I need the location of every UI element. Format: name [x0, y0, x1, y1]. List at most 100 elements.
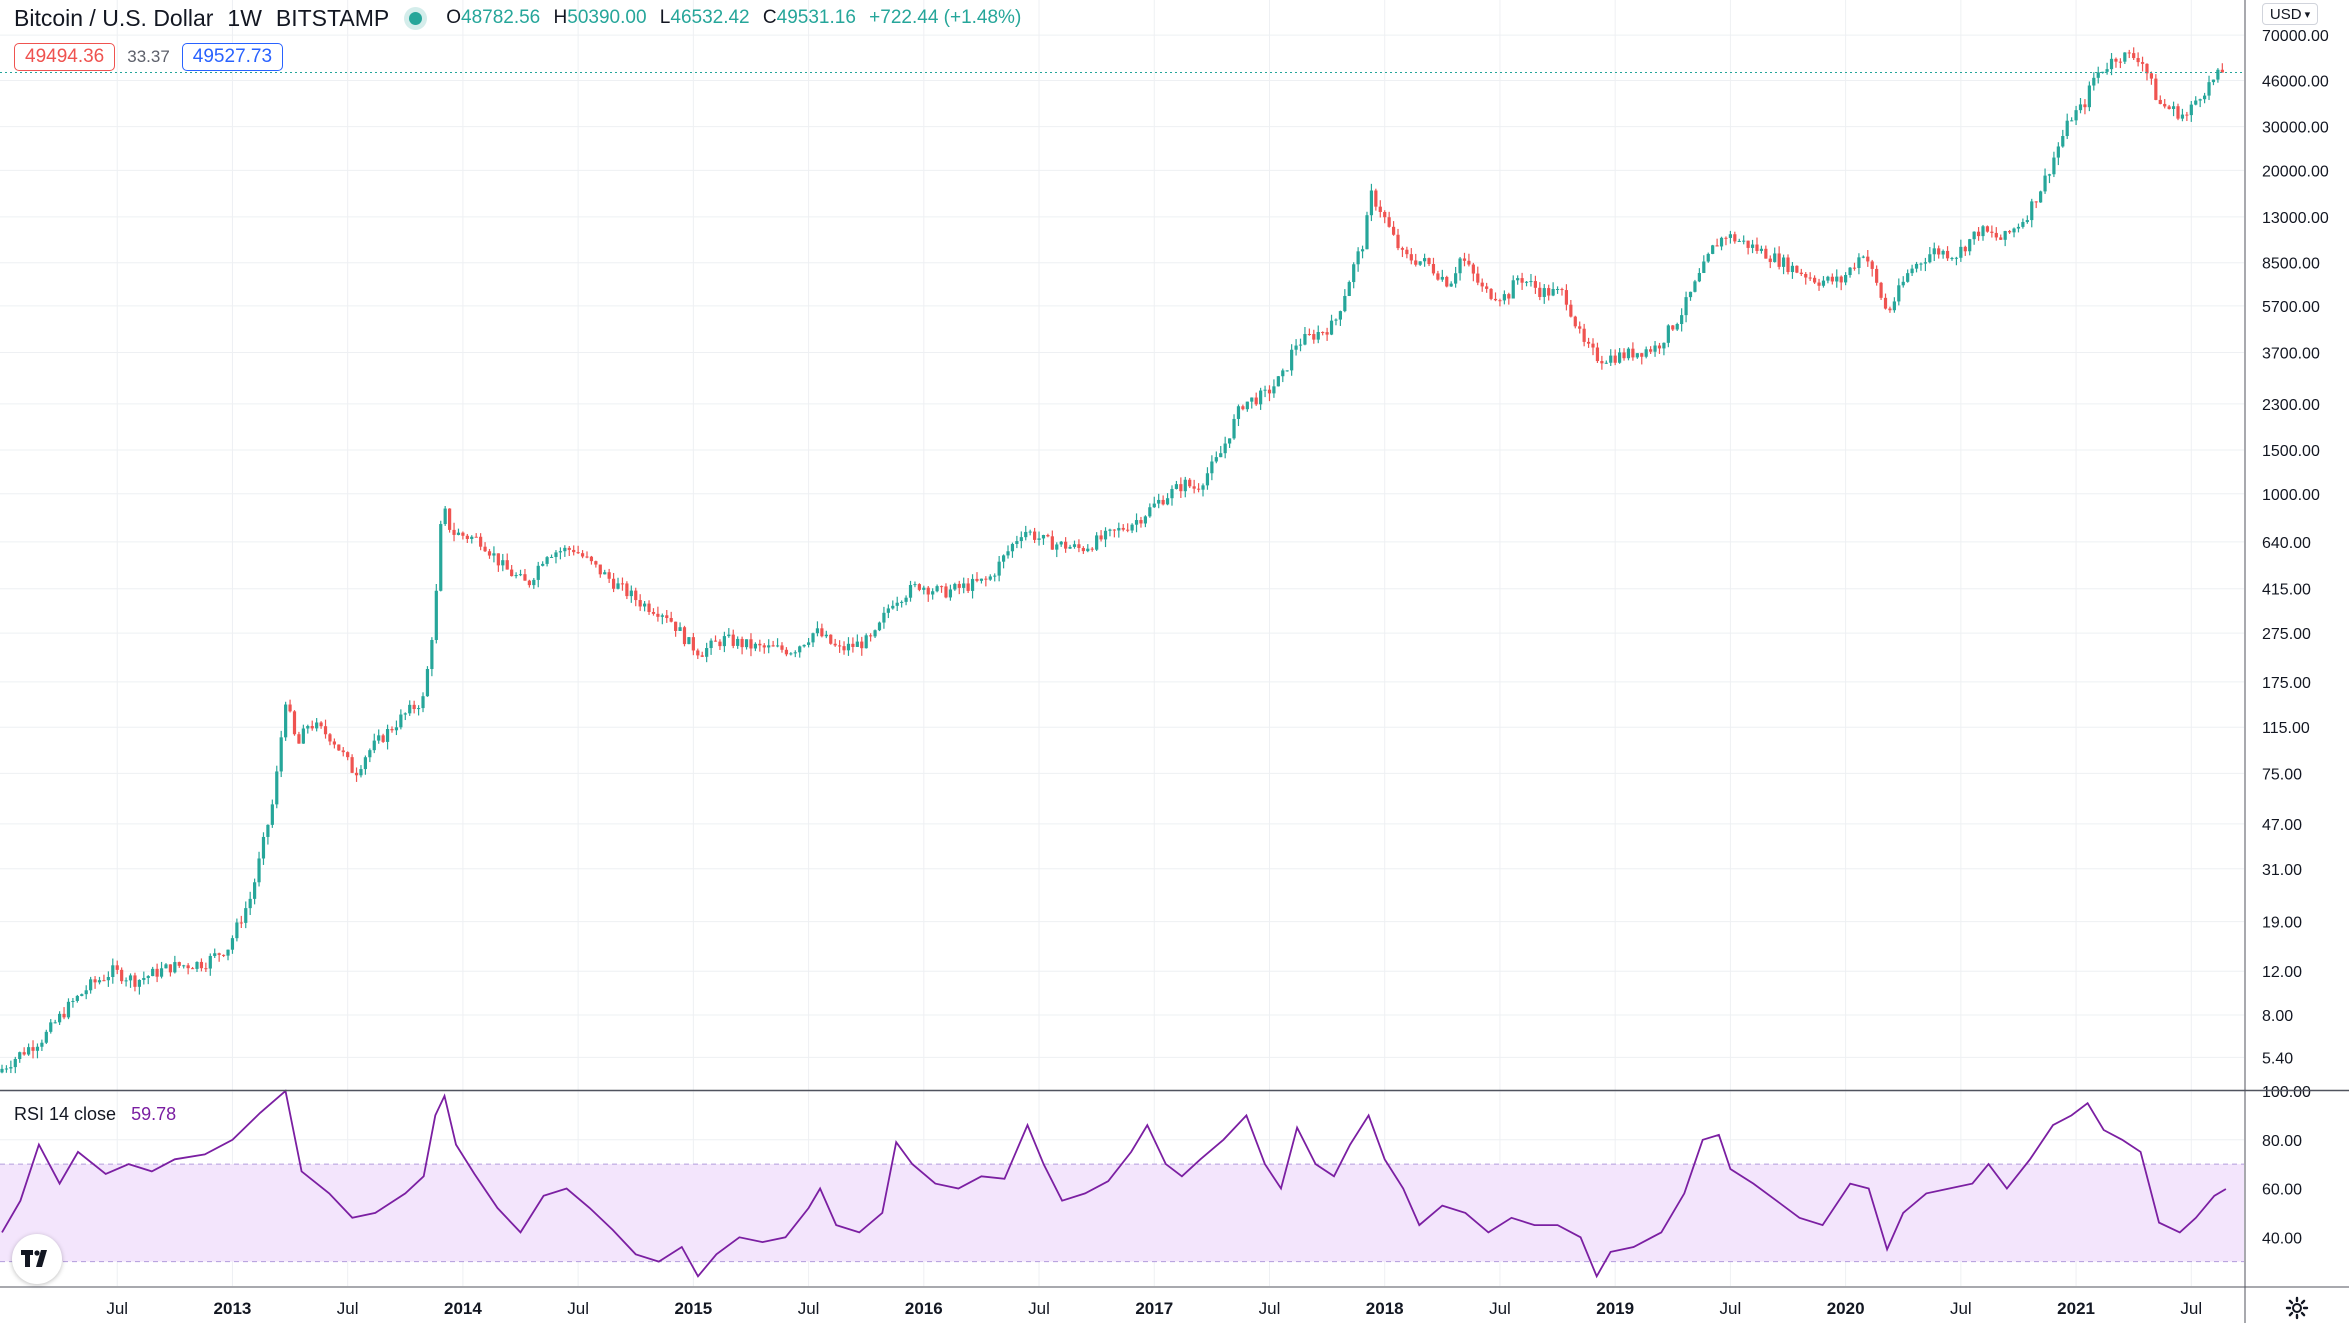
candle [1945, 246, 1950, 261]
candle [908, 580, 913, 602]
candle [315, 718, 319, 732]
candle [479, 533, 483, 551]
candle [279, 730, 283, 778]
candle [399, 709, 403, 730]
candle [213, 948, 217, 958]
candle [44, 1029, 48, 1045]
rsi-line [1, 1089, 2227, 1279]
candle [1821, 276, 1826, 288]
candle [1808, 272, 1812, 281]
candle [1817, 278, 1821, 291]
candle [1192, 479, 1196, 494]
candle [1910, 264, 1914, 276]
candle [611, 572, 616, 593]
candle [935, 584, 939, 593]
candle [1183, 476, 1187, 498]
candle [984, 576, 988, 587]
price-tick-label: 115.00 [2262, 720, 2310, 737]
candle [2167, 104, 2171, 110]
candle [1201, 483, 1205, 497]
candle [864, 633, 868, 649]
candle [288, 699, 292, 713]
candle [18, 1051, 22, 1063]
market-status-icon [409, 11, 423, 25]
candle [1445, 275, 1449, 288]
candle [1724, 236, 1728, 246]
currency-button[interactable]: USD ▾ [2262, 3, 2318, 25]
candle [2154, 74, 2158, 101]
rsi-tick-label: 80.00 [2262, 1133, 2302, 1150]
candle [177, 961, 181, 968]
candle [1852, 262, 1857, 271]
candle [1050, 530, 1054, 550]
time-tick-label: Jul [106, 1299, 128, 1318]
candle [1276, 375, 1280, 387]
candle [1618, 348, 1622, 364]
candle [554, 550, 558, 564]
candle [2207, 75, 2211, 101]
price-tick-label: 640.00 [2262, 535, 2311, 552]
candle [1498, 298, 1502, 307]
candle [1790, 262, 1795, 279]
candle [882, 606, 886, 629]
gear-icon[interactable] [2285, 1296, 2309, 1320]
candle [1409, 248, 1413, 265]
candle [727, 628, 731, 638]
candle [2158, 95, 2162, 105]
candle [487, 548, 492, 559]
candle [643, 601, 647, 612]
price-tick-label: 1500.00 [2262, 443, 2320, 460]
candle [1112, 529, 1116, 538]
candle [1640, 352, 1644, 365]
buy-price-button[interactable]: 49527.73 [181, 43, 284, 71]
candle [368, 748, 372, 763]
symbol-name[interactable]: Bitcoin / U.S. Dollar [14, 4, 214, 31]
candle [589, 555, 594, 565]
candle [1485, 282, 1489, 293]
candle [1586, 337, 1591, 348]
candle [1489, 288, 1493, 301]
candle [297, 731, 301, 744]
sell-price-button[interactable]: 49494.36 [14, 43, 116, 71]
price-tick-label: 8.00 [2262, 1008, 2293, 1025]
candle [1241, 404, 1245, 411]
candle [1923, 257, 1927, 272]
candle [1418, 261, 1422, 267]
candle [1795, 265, 1799, 274]
candle [1245, 401, 1249, 412]
tradingview-logo[interactable] [12, 1234, 62, 1284]
candle [456, 528, 461, 536]
candle [199, 958, 204, 972]
candle [1134, 513, 1139, 533]
candle [253, 878, 257, 905]
candle [1365, 211, 1369, 250]
interval[interactable]: 1W [227, 4, 262, 31]
candle [394, 720, 399, 736]
time-tick-label: Jul [1028, 1299, 1050, 1318]
candle [1387, 211, 1391, 228]
low-value: 46532.42 [670, 7, 750, 28]
time-tick-label: 2020 [1827, 1299, 1865, 1318]
candle [669, 611, 673, 623]
candle [1055, 542, 1059, 558]
candle [1033, 527, 1037, 544]
candle [40, 1039, 44, 1051]
candle [102, 974, 106, 982]
candle [802, 644, 806, 648]
candle [873, 629, 877, 638]
candle [775, 638, 780, 648]
candle [146, 975, 150, 985]
candle [1383, 210, 1387, 224]
candle [9, 1060, 13, 1074]
candle [452, 522, 456, 542]
candle [1897, 278, 1901, 306]
candle [2145, 63, 2149, 81]
candle [1121, 524, 1125, 532]
candle [1414, 253, 1418, 267]
candle [1693, 279, 1697, 293]
rsi-legend[interactable]: RSI 14 close 59.78 [14, 1104, 176, 1125]
candle [660, 613, 664, 625]
candle [244, 901, 248, 929]
candle [1999, 234, 2003, 240]
